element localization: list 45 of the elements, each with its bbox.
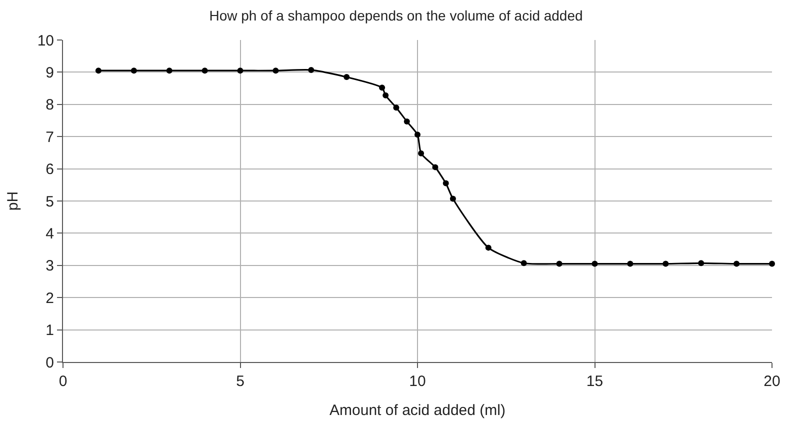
y-tick-label: 6	[46, 161, 54, 178]
point	[202, 68, 208, 74]
x-axis-title: Amount of acid added (ml)	[330, 402, 506, 419]
point	[769, 260, 775, 267]
point	[382, 92, 389, 98]
chart-title: How ph of a shampoo depends on the volume of acid added	[209, 8, 583, 24]
point	[627, 260, 634, 267]
x-tick-label: 20	[764, 373, 780, 390]
point	[344, 74, 350, 80]
x-tick-label: 15	[586, 373, 604, 390]
x-tick-label: 5	[236, 373, 244, 390]
y-tick-label: 9	[46, 64, 54, 82]
x-tick-label: 10	[409, 373, 426, 390]
point	[485, 244, 492, 251]
point	[432, 164, 438, 170]
y-tick-label: 4	[46, 225, 54, 242]
y-tick-label: 7	[46, 128, 54, 146]
point	[442, 180, 449, 186]
point	[414, 132, 420, 138]
point	[592, 260, 598, 267]
point	[520, 260, 527, 266]
point	[734, 260, 740, 267]
y-tick-label: 5	[46, 193, 54, 210]
point	[556, 260, 562, 267]
point	[166, 68, 172, 74]
y-axis-title: pH	[4, 191, 22, 211]
y-tick-label: 2	[46, 290, 54, 307]
point	[95, 68, 102, 74]
point	[418, 150, 424, 156]
point	[308, 66, 314, 73]
y-tick-label: 1	[46, 322, 54, 340]
x-tick-label: 0	[58, 373, 68, 390]
point	[130, 68, 137, 74]
y-tick-label: 8	[46, 96, 54, 114]
point	[237, 68, 244, 74]
point	[404, 118, 410, 124]
point	[393, 104, 400, 111]
y-tick-label: 10	[37, 32, 54, 50]
point	[698, 260, 704, 266]
point	[379, 84, 386, 91]
point	[662, 260, 669, 267]
point	[272, 68, 279, 74]
y-tick-label: 0	[46, 354, 54, 372]
point	[450, 196, 456, 202]
y-tick-label: 3	[46, 258, 54, 275]
